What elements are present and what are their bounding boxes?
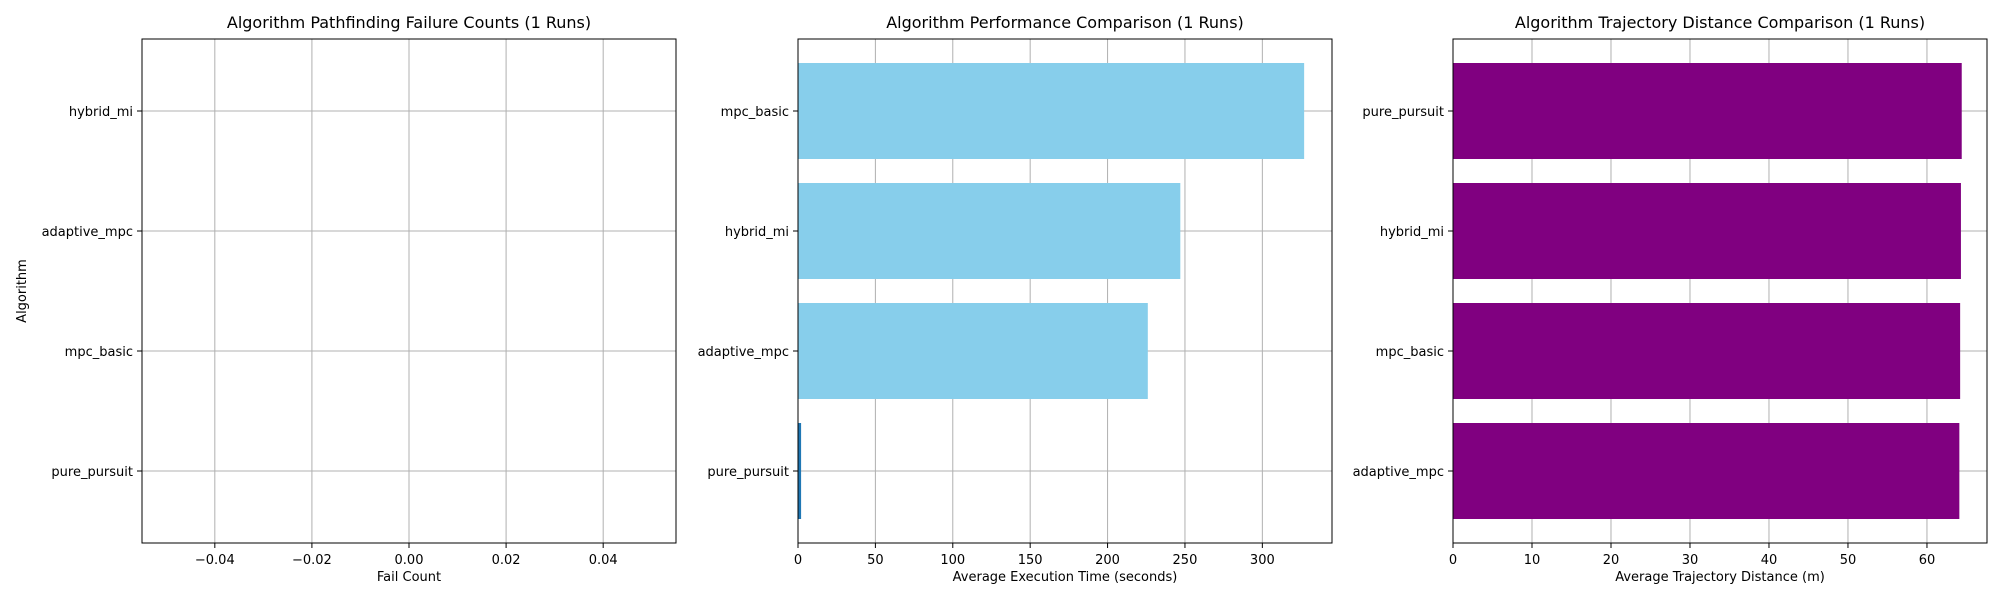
y-tick-label: mpc_basic	[1376, 345, 1444, 360]
y-tick-label: hybrid_mi	[725, 225, 789, 240]
bar-pure_pursuit	[798, 423, 802, 519]
chart-title: Algorithm Trajectory Distance Comparison…	[1515, 13, 1925, 32]
plot-frame	[1452, 38, 1988, 544]
y-tick-label: hybrid_mi	[69, 105, 133, 120]
y-tick-label: hybrid_mi	[1380, 225, 1444, 240]
x-tick-label: 0	[1449, 553, 1457, 568]
x-tick-label: 0.02	[492, 553, 521, 568]
x-tick-label: 150	[1018, 553, 1043, 568]
y-tick-label: adaptive_mpc	[42, 225, 133, 240]
chart-panel-1: −0.04 −0.02 0.00 0.02 0.04 pure_pursuit mpc_ba…	[15, 13, 677, 585]
bar-adaptive_mpc	[798, 303, 1148, 399]
bar-mpc_basic	[798, 63, 1305, 159]
y-tick-label: pure_pursuit	[51, 465, 133, 480]
x-tick-label: 30	[1682, 553, 1699, 568]
x-axis-label: Fail Count	[377, 570, 441, 585]
bar-hybrid_mi	[798, 183, 1181, 279]
plot-frame	[797, 38, 1333, 544]
x-tick-label: −0.02	[292, 553, 332, 568]
x-tick-label: 0	[794, 553, 802, 568]
y-tick-label: pure_pursuit	[1362, 105, 1444, 120]
y-tick-label: adaptive_mpc	[698, 345, 789, 360]
x-tick-label: 0.04	[589, 553, 618, 568]
y-tick-label: pure_pursuit	[707, 465, 789, 480]
x-tick-label: 50	[1840, 553, 1857, 568]
x-tick-label: 100	[940, 553, 965, 568]
x-tick-label: 60	[1919, 553, 1936, 568]
x-tick-label: 300	[1250, 553, 1275, 568]
x-tick-label: 20	[1603, 553, 1620, 568]
chart-panel-2: 0 50 100 150 200 250 300 pure_pursuit adaptive_m…	[698, 13, 1333, 585]
chart-title: Algorithm Performance Comparison (1 Runs…	[886, 13, 1244, 32]
y-tick-label: mpc_basic	[721, 105, 789, 120]
x-axis-label: Average Trajectory Distance (m)	[1615, 570, 1825, 585]
y-tick-label: mpc_basic	[65, 345, 133, 360]
x-tick-label: 10	[1524, 553, 1541, 568]
bar-adaptive_mpc	[1453, 423, 1960, 519]
x-tick-label: 50	[867, 553, 884, 568]
bar-hybrid_mi	[1453, 183, 1961, 279]
x-axis-label: Average Execution Time (seconds)	[953, 570, 1178, 585]
x-tick-label: 0.00	[395, 553, 424, 568]
x-tick-label: 200	[1095, 553, 1120, 568]
bar-pure_pursuit	[1453, 63, 1962, 159]
chart-panel-3: 0 10 20 30 40 50 60 adaptive_mpc mpc_basic hybrid…	[1353, 13, 1988, 585]
x-tick-label: 250	[1173, 553, 1198, 568]
x-tick-label: 40	[1761, 553, 1778, 568]
chart-title: Algorithm Pathfinding Failure Counts (1 …	[227, 13, 591, 32]
y-axis-label: Algorithm	[15, 259, 30, 323]
x-tick-label: −0.04	[195, 553, 235, 568]
y-tick-label: adaptive_mpc	[1353, 465, 1444, 480]
bar-mpc_basic	[1453, 303, 1961, 399]
